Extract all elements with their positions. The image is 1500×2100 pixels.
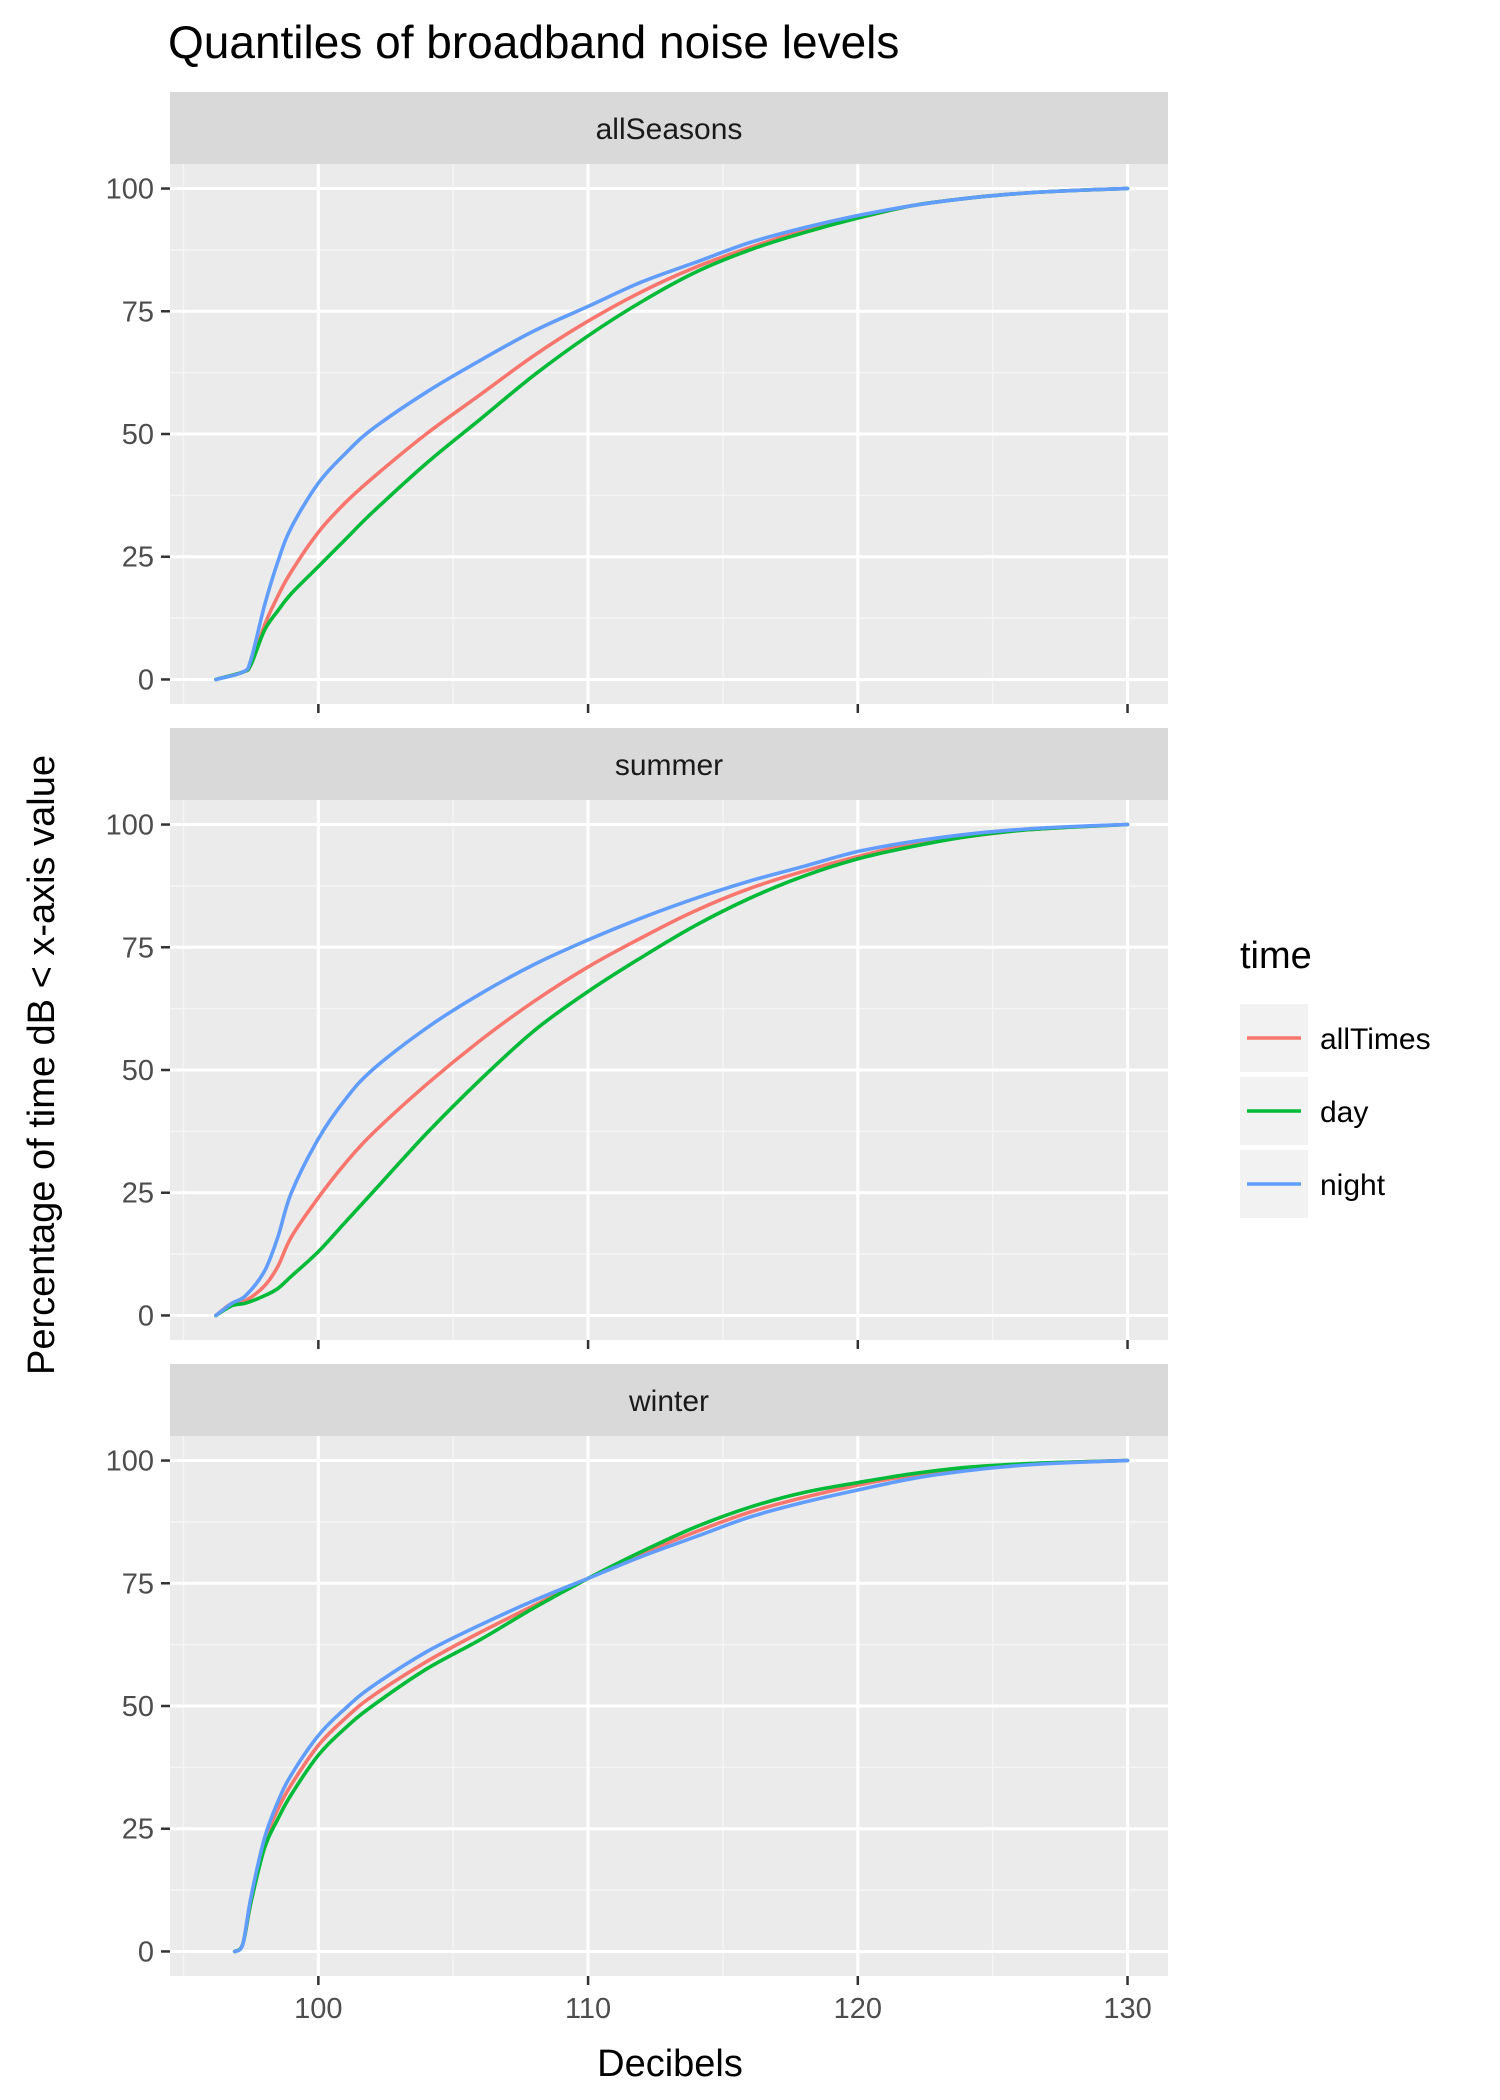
series-line-night	[214, 822, 1130, 1318]
legend-item-day: day	[1240, 1077, 1368, 1145]
facet-panels: allSeasons0255075100summer0255075100wint…	[106, 92, 1168, 2025]
panel-allSeasons: allSeasons 0 25 50 75 100	[106, 92, 1168, 713]
y-tick-label: 75	[122, 1568, 154, 1600]
y-tick-label: 0	[138, 1300, 154, 1332]
series-line-day	[232, 1458, 1130, 1954]
x-tick-label: 110	[565, 1993, 611, 2025]
y-tick-label: 75	[122, 296, 154, 328]
panel-summer: summer 0 25 50 75 100	[106, 728, 1168, 1349]
x-tick-label: 120	[834, 1993, 882, 2025]
y-tick-label: 75	[122, 932, 154, 964]
gridlines	[170, 800, 1168, 1340]
series-line-day	[214, 822, 1130, 1318]
y-tick-label: 25	[122, 1814, 154, 1846]
panel-winter: winter 0 25 50 75 100 100 110 120 130	[106, 1364, 1168, 2025]
y-tick-label: 25	[122, 1178, 154, 1210]
x-tick-label: 130	[1103, 1993, 1151, 2025]
legend-item-allTimes: allTimes	[1240, 1004, 1431, 1072]
x-tick-label: 100	[294, 1993, 342, 2025]
x-axis: 100 110 120 130	[294, 1976, 1152, 2025]
y-tick-label: 25	[122, 542, 154, 574]
x-axis-title: Decibels	[597, 2043, 743, 2085]
series-lines	[232, 1458, 1130, 1954]
y-axis: 0 25 50 75 100	[106, 1446, 170, 1968]
gridlines	[170, 164, 1168, 704]
legend-label: night	[1320, 1169, 1386, 1202]
y-tick-label: 50	[122, 1691, 154, 1723]
x-axis	[317, 704, 1129, 713]
y-tick-label: 100	[106, 174, 154, 206]
legend-label: allTimes	[1320, 1023, 1431, 1056]
gridlines	[170, 1436, 1168, 1976]
strip-background	[170, 728, 1168, 800]
series-line-allTimes	[214, 822, 1130, 1318]
y-tick-label: 100	[106, 1446, 154, 1478]
legend-item-night: night	[1240, 1150, 1386, 1218]
legend-label: day	[1320, 1096, 1368, 1129]
strip-label: allSeasons	[596, 113, 743, 146]
legend-keys: allTimes day night	[1240, 1004, 1431, 1218]
legend: time allTimes day night	[1240, 935, 1431, 1218]
y-axis: 0 25 50 75 100	[106, 174, 170, 696]
legend-title: time	[1240, 935, 1312, 977]
strip-label: summer	[615, 749, 723, 782]
series-lines	[214, 822, 1130, 1318]
y-axis-title: Percentage of time dB < x-axis value	[21, 755, 63, 1375]
x-axis	[317, 1340, 1129, 1349]
strip-background	[170, 1364, 1168, 1436]
series-line-night	[232, 1458, 1130, 1954]
y-axis: 0 25 50 75 100	[106, 810, 170, 1332]
strip-background	[170, 92, 1168, 164]
series-line-night	[214, 186, 1130, 682]
y-tick-label: 0	[138, 1936, 154, 1968]
y-tick-label: 0	[138, 664, 154, 696]
y-tick-label: 50	[122, 1055, 154, 1087]
chart-title: Quantiles of broadband noise levels	[168, 16, 899, 68]
y-tick-label: 100	[106, 810, 154, 842]
strip-label: winter	[628, 1385, 709, 1418]
series-lines	[214, 186, 1130, 682]
y-tick-label: 50	[122, 419, 154, 451]
